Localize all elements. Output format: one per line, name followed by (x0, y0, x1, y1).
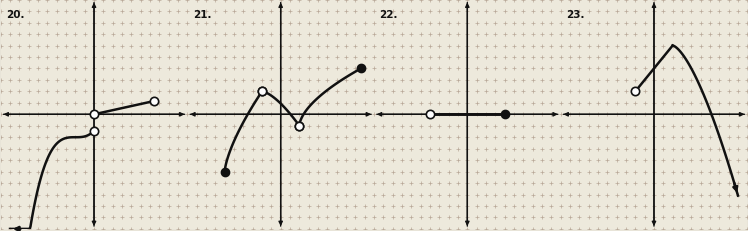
Text: 23.: 23. (566, 10, 585, 20)
Text: 22.: 22. (379, 10, 398, 20)
Text: 21.: 21. (193, 10, 212, 20)
Text: 20.: 20. (6, 10, 25, 20)
